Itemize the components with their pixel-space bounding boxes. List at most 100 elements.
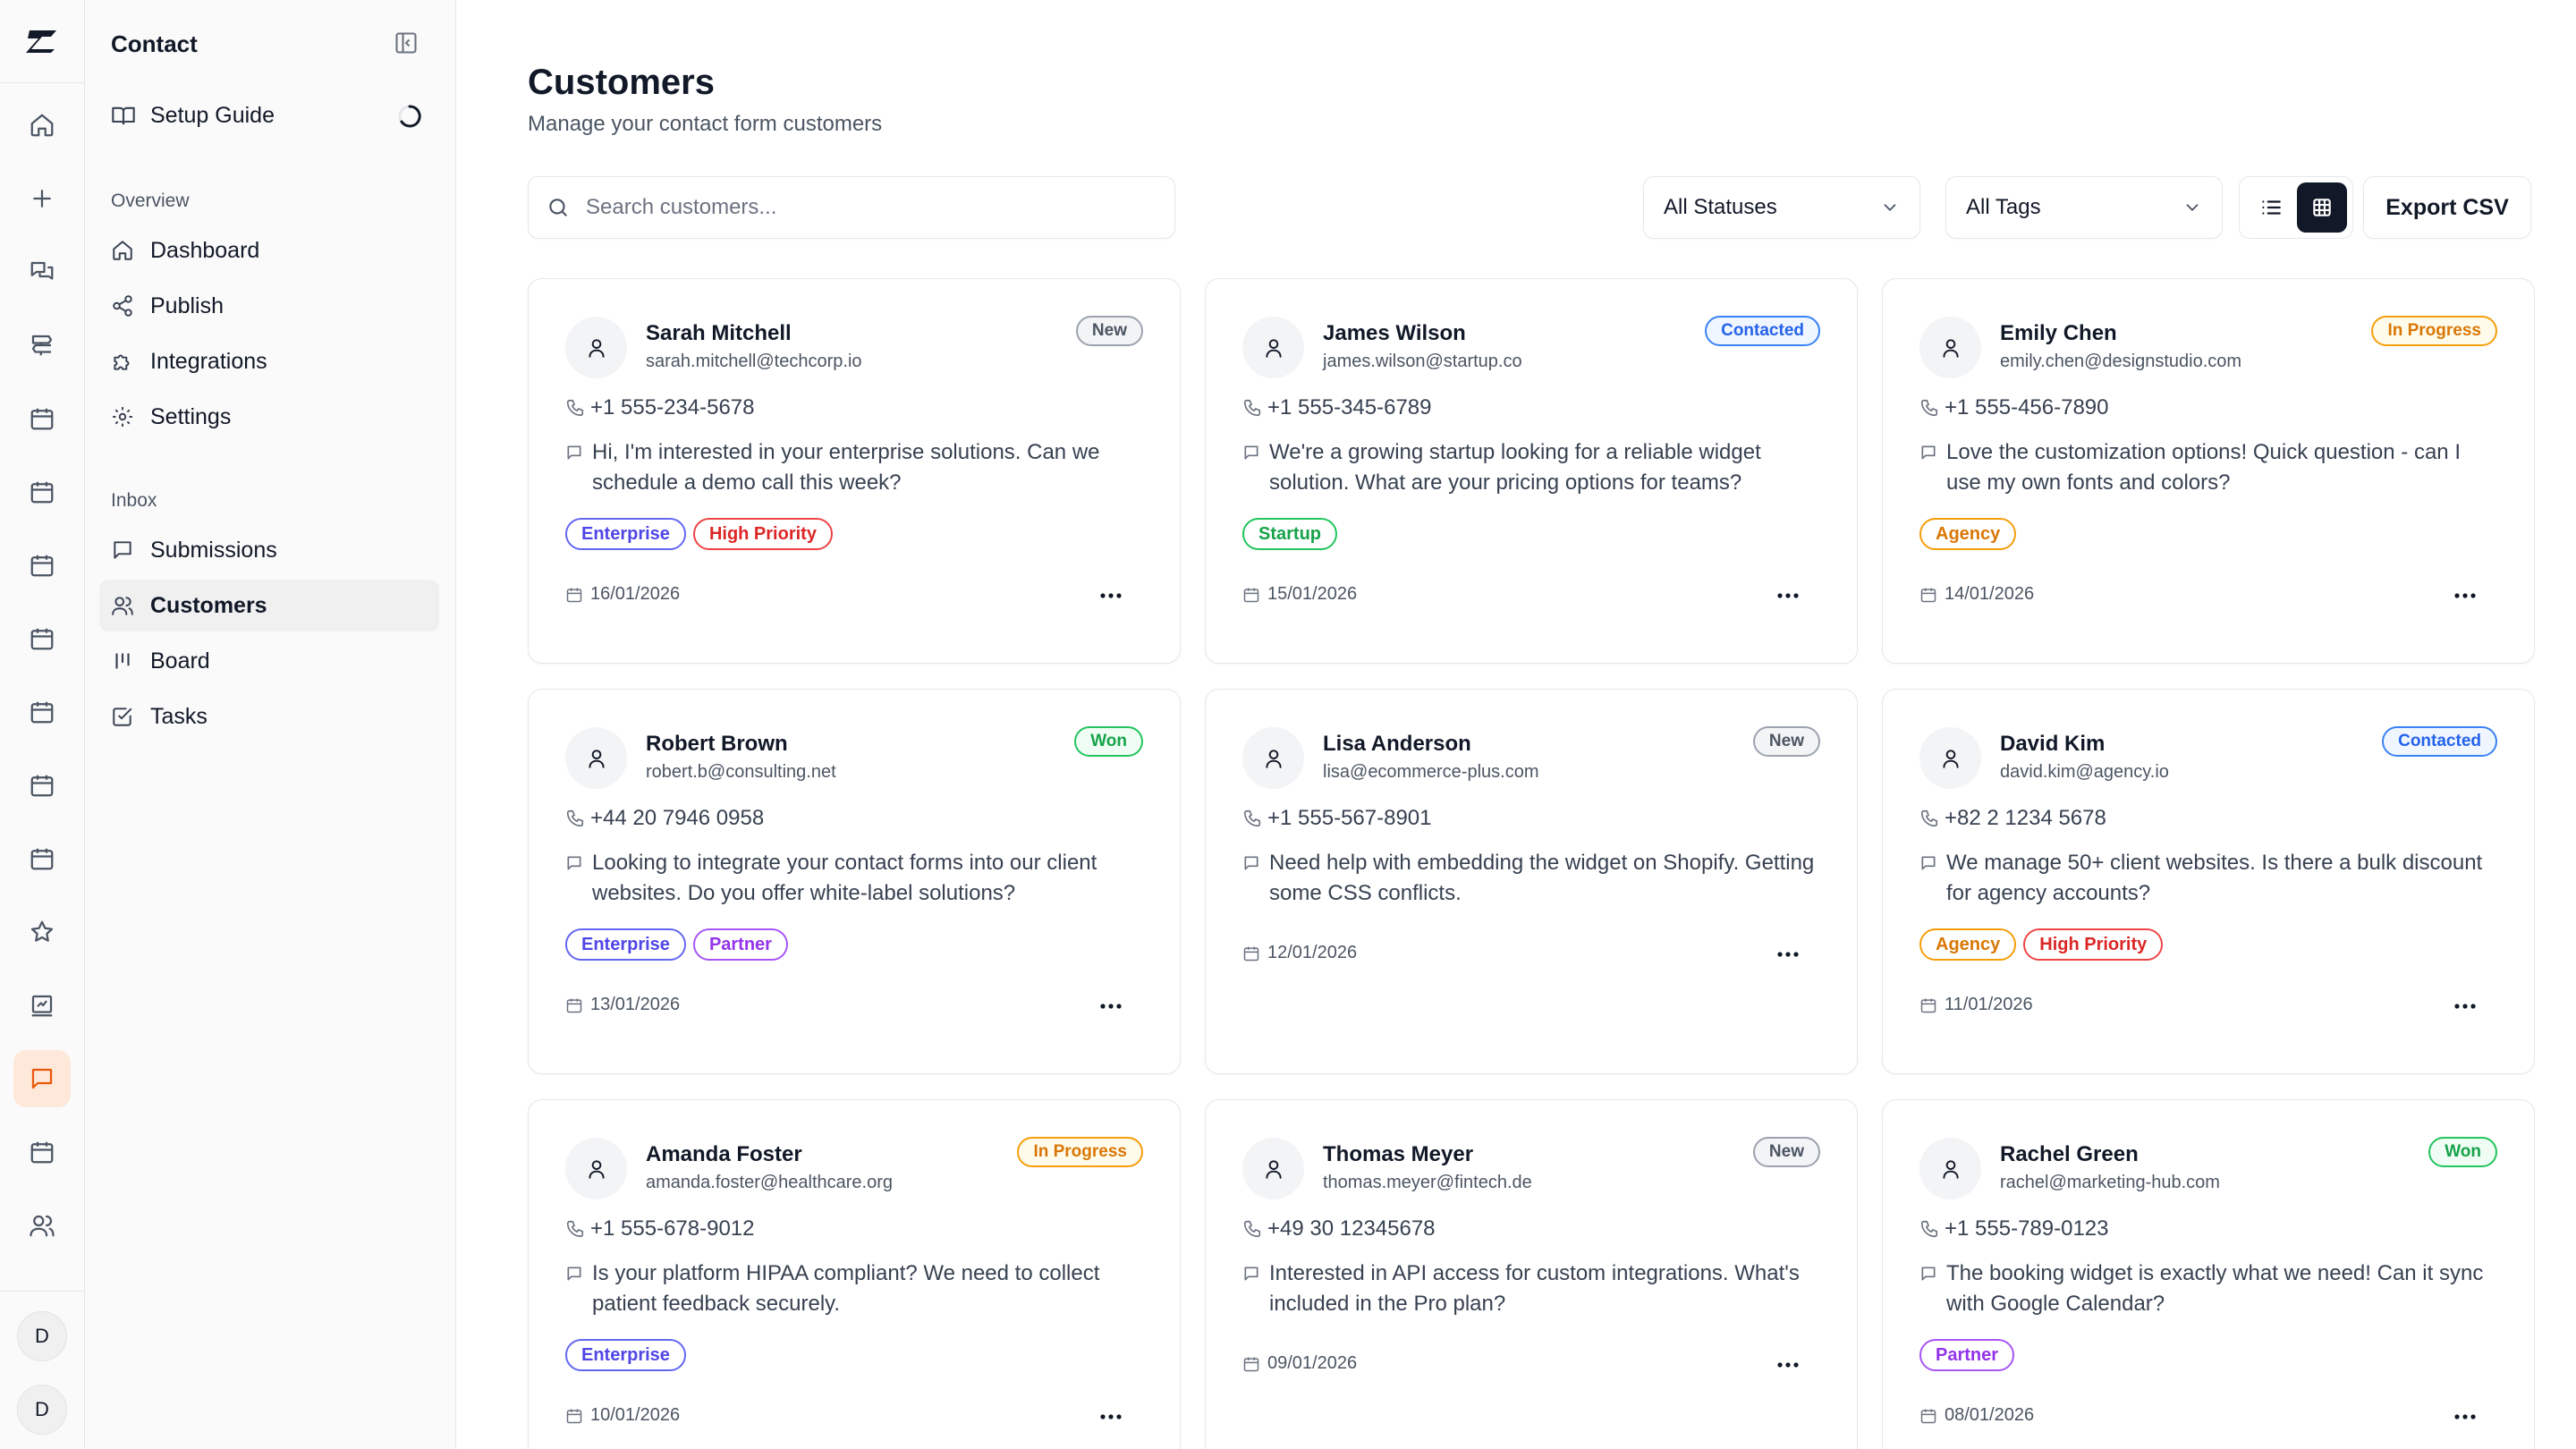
- date-text: 11/01/2026: [1945, 995, 2033, 1014]
- calendar-icon[interactable]: [13, 1123, 71, 1181]
- overview-section-label: Overview: [111, 191, 190, 211]
- page-subtitle: Manage your contact form customers: [528, 112, 883, 136]
- export-csv-button[interactable]: Export CSV: [2363, 176, 2531, 239]
- status-filter-select[interactable]: All Statuses: [1643, 176, 1920, 239]
- grid-view-button[interactable]: [2296, 182, 2347, 233]
- customer-name: Thomas Meyer: [1323, 1142, 1474, 1166]
- phone-icon: [1242, 398, 1262, 418]
- signpost-icon[interactable]: [13, 317, 71, 374]
- more-actions-button[interactable]: [1097, 993, 1124, 1020]
- calendar-icon: [565, 996, 583, 1014]
- more-actions-button[interactable]: [1775, 941, 1801, 968]
- user-icon: [1262, 1157, 1285, 1181]
- search-box[interactable]: [528, 176, 1175, 239]
- more-actions-button[interactable]: [2452, 1403, 2479, 1430]
- analytics-icon[interactable]: [13, 977, 71, 1034]
- tag-chip: Startup: [1242, 518, 1337, 550]
- brand-logo[interactable]: [0, 0, 84, 83]
- user-icon: [1939, 1157, 1962, 1181]
- customer-name: David Kim: [2000, 732, 2106, 756]
- search-icon: [547, 196, 570, 219]
- home-icon[interactable]: [13, 97, 71, 154]
- user-avatar[interactable]: D: [17, 1385, 67, 1435]
- tag-list: Partner: [1919, 1339, 2015, 1371]
- check-square-icon: [111, 705, 138, 728]
- customer-card[interactable]: Emily Chen emily.chen@designstudio.com In …: [1882, 278, 2535, 664]
- sidebar-item-submissions[interactable]: Submissions: [99, 524, 525, 576]
- customer-card[interactable]: Thomas Meyer thomas.meyer@fintech.de New +4…: [1205, 1099, 1858, 1449]
- sidebar-title: Contact: [111, 30, 198, 57]
- status-badge: Contacted: [2382, 726, 2497, 757]
- customer-card[interactable]: David Kim david.kim@agency.io Contacted +82…: [1882, 689, 2535, 1074]
- chat-bubbles-icon[interactable]: [13, 243, 71, 301]
- sidebar-item-dashboard[interactable]: Dashboard: [99, 225, 525, 276]
- share-icon: [111, 294, 138, 318]
- calendar-icon[interactable]: [13, 463, 71, 521]
- phone-text: +1 555-567-8901: [1267, 806, 1432, 830]
- phone-text: +1 555-789-0123: [1945, 1216, 2109, 1241]
- sidebar-item-label: Submissions: [150, 537, 277, 563]
- workspace-avatar[interactable]: D: [17, 1311, 67, 1361]
- search-input[interactable]: [586, 195, 1140, 220]
- customer-message: Hi, I'm interested in your enterprise so…: [565, 437, 1147, 498]
- calendar-icon[interactable]: [13, 390, 71, 447]
- list-view-button[interactable]: [2246, 182, 2296, 233]
- submission-date: 14/01/2026: [1919, 584, 2034, 605]
- calendar-icon[interactable]: [13, 757, 71, 814]
- calendar-icon: [565, 1407, 583, 1425]
- calendar-icon[interactable]: [13, 683, 71, 741]
- plus-icon[interactable]: [13, 170, 71, 227]
- sidebar-item-customers[interactable]: Customers: [99, 580, 439, 631]
- secondary-sidebar: Contact Setup Guide Overview Dashboard P…: [85, 0, 456, 1449]
- more-horizontal-icon: [1099, 592, 1123, 599]
- chevron-down-icon: [2182, 198, 2202, 217]
- sidebar-collapse-icon[interactable]: [394, 30, 419, 55]
- tag-filter-select[interactable]: All Tags: [1945, 176, 2223, 239]
- more-actions-button[interactable]: [1097, 582, 1124, 609]
- more-actions-button[interactable]: [2452, 582, 2479, 609]
- sidebar-item-tasks[interactable]: Tasks: [99, 691, 525, 742]
- phone-text: +1 555-234-5678: [590, 395, 755, 419]
- calendar-icon[interactable]: [13, 537, 71, 594]
- customer-card[interactable]: Sarah Mitchell sarah.mitchell@techcorp.io…: [528, 278, 1181, 664]
- status-badge: In Progress: [2371, 316, 2497, 346]
- more-horizontal-icon: [1099, 1413, 1123, 1420]
- customer-card[interactable]: Robert Brown robert.b@consulting.net Won +4…: [528, 689, 1181, 1074]
- date-text: 14/01/2026: [1945, 584, 2035, 604]
- calendar-icon: [1242, 586, 1260, 604]
- phone-text: +1 555-678-9012: [590, 1216, 755, 1241]
- status-badge: Contacted: [1705, 316, 1820, 346]
- customer-name: Amanda Foster: [646, 1142, 802, 1166]
- chevron-down-icon: [1880, 198, 1900, 217]
- users-icon[interactable]: [13, 1197, 71, 1254]
- more-actions-button[interactable]: [1775, 582, 1801, 609]
- sidebar-item-board[interactable]: Board: [99, 635, 525, 687]
- customer-card[interactable]: Amanda Foster amanda.foster@healthcare.or…: [528, 1099, 1181, 1449]
- customer-card[interactable]: Lisa Anderson lisa@ecommerce-plus.com New +…: [1205, 689, 1858, 1074]
- phone-icon: [1919, 1219, 1939, 1239]
- more-actions-button[interactable]: [2452, 993, 2479, 1020]
- calendar-icon[interactable]: [13, 610, 71, 667]
- message-square-icon[interactable]: [13, 1050, 71, 1107]
- calendar-icon: [1242, 945, 1260, 962]
- sidebar-item-integrations[interactable]: Integrations: [99, 335, 525, 387]
- more-actions-button[interactable]: [1775, 1352, 1801, 1378]
- phone-icon: [1919, 398, 1939, 418]
- sidebar-item-settings[interactable]: Settings: [99, 391, 525, 443]
- message-icon: [565, 854, 583, 909]
- user-icon: [1262, 747, 1285, 770]
- customer-name: Robert Brown: [646, 732, 788, 756]
- submission-date: 15/01/2026: [1242, 584, 1357, 605]
- customer-name: Lisa Anderson: [1323, 732, 1471, 756]
- star-icon[interactable]: [13, 903, 71, 961]
- calendar-icon[interactable]: [13, 830, 71, 887]
- sidebar-item-publish[interactable]: Publish: [99, 280, 525, 332]
- setup-guide-link[interactable]: Setup Guide: [111, 99, 428, 131]
- customer-phone: +1 555-567-8901: [1242, 806, 1432, 831]
- more-actions-button[interactable]: [1097, 1403, 1124, 1430]
- tag-chip: Partner: [1919, 1339, 2015, 1371]
- sidebar-item-label: Integrations: [150, 348, 267, 374]
- customer-card[interactable]: James Wilson james.wilson@startup.co Conta…: [1205, 278, 1858, 664]
- customer-card[interactable]: Rachel Green rachel@marketing-hub.com Won +…: [1882, 1099, 2535, 1449]
- submission-date: 10/01/2026: [565, 1405, 680, 1426]
